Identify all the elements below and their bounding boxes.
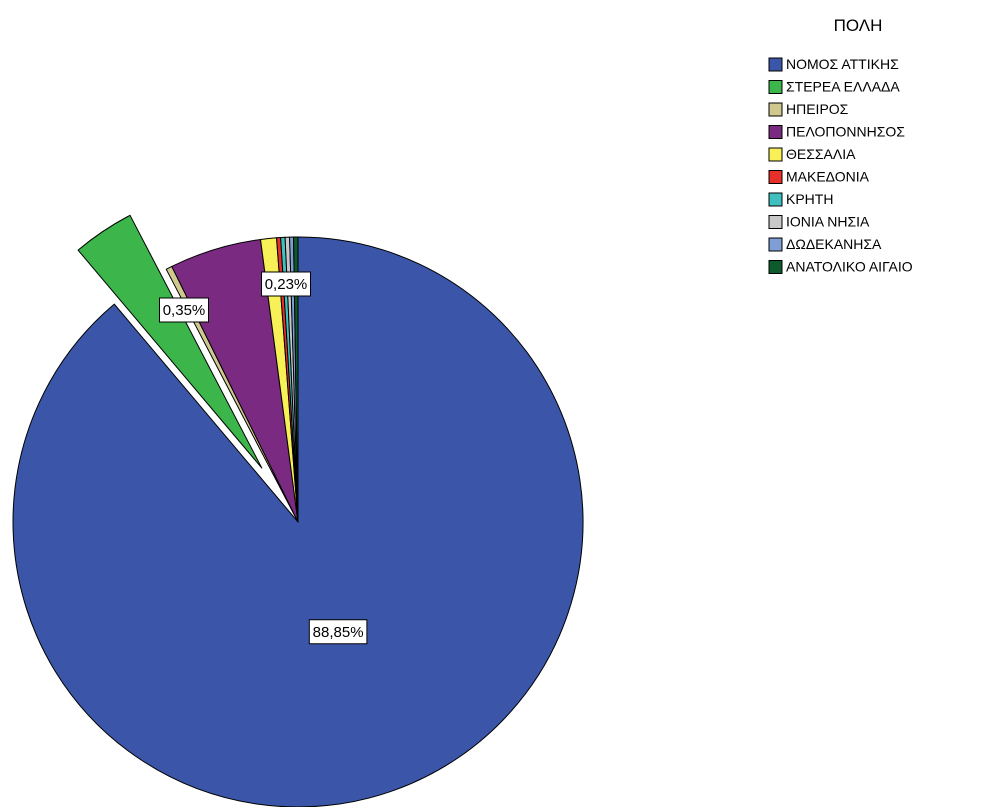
legend-title: ΠΟΛΗ: [834, 16, 883, 35]
legend-label-7: ΚΡΗΤΗ: [786, 191, 833, 207]
legend-label-10: ΑΝΑΤΟΛΙΚΟ ΑΙΓΑΙΟ: [786, 259, 913, 275]
legend-label-8: ΙΟΝΙΑ ΝΗΣΙΑ: [786, 214, 870, 230]
legend-swatch-2: [768, 80, 783, 94]
legend-items: ΝΟΜΟΣ ΑΤΤΙΚΗΣ ΣΤΕΡΕΑ ΕΛΛΑΔΑ ΗΠΕΙΡΟΣ ΠΕΛΟΠΟΝ…: [768, 56, 913, 275]
legend-label-5: ΘΕΣΣΑΛΙΑ: [786, 146, 856, 162]
legend-swatch-9: [768, 237, 783, 252]
legend-swatch-1: [768, 57, 783, 72]
legend-swatch-4: [768, 125, 783, 139]
pie-data-labels: 88,85% 0,35% 0,23%: [159, 271, 368, 645]
data-label-text-1: 88,85%: [313, 624, 364, 641]
legend: ΠΟΛΗ ΝΟΜΟΣ ΑΤΤΙΚΗΣ ΣΤΕΡΕΑ ΕΛΛΑΔΑ ΗΠΕΙΡΟΣ ΠΕ…: [768, 16, 913, 275]
legend-swatch-6: [768, 170, 783, 184]
legend-swatch-10: [768, 260, 783, 274]
legend-swatch-3: [768, 102, 783, 117]
data-label-box-2: [159, 297, 209, 323]
data-label-text-2: 0,35%: [163, 302, 206, 319]
data-label-box-3: [261, 271, 311, 297]
legend-swatch-5: [768, 147, 783, 162]
legend-label-3: ΗΠΕΙΡΟΣ: [786, 101, 849, 117]
legend-label-1: ΝΟΜΟΣ ΑΤΤΙΚΗΣ: [786, 56, 899, 72]
legend-swatch-8: [768, 215, 783, 229]
legend-label-6: ΜΑΚΕΔΟΝΙΑ: [786, 169, 870, 185]
data-label-text-3: 0,23%: [265, 276, 308, 293]
legend-swatch-7: [768, 192, 783, 207]
pie-slice-10: [293, 236, 299, 523]
pie-slices: [12, 214, 584, 807]
legend-label-2: ΣΤΕΡΕΑ ΕΛΛΑΔΑ: [786, 79, 900, 95]
legend-label-4: ΠΕΛΟΠΟΝΝΗΣΟΣ: [786, 124, 905, 140]
data-label-box-1: [308, 619, 368, 645]
legend-label-9: ΔΩΔΕΚΑΝΗΣΑ: [786, 236, 882, 252]
pie-slice-2: [77, 214, 263, 469]
